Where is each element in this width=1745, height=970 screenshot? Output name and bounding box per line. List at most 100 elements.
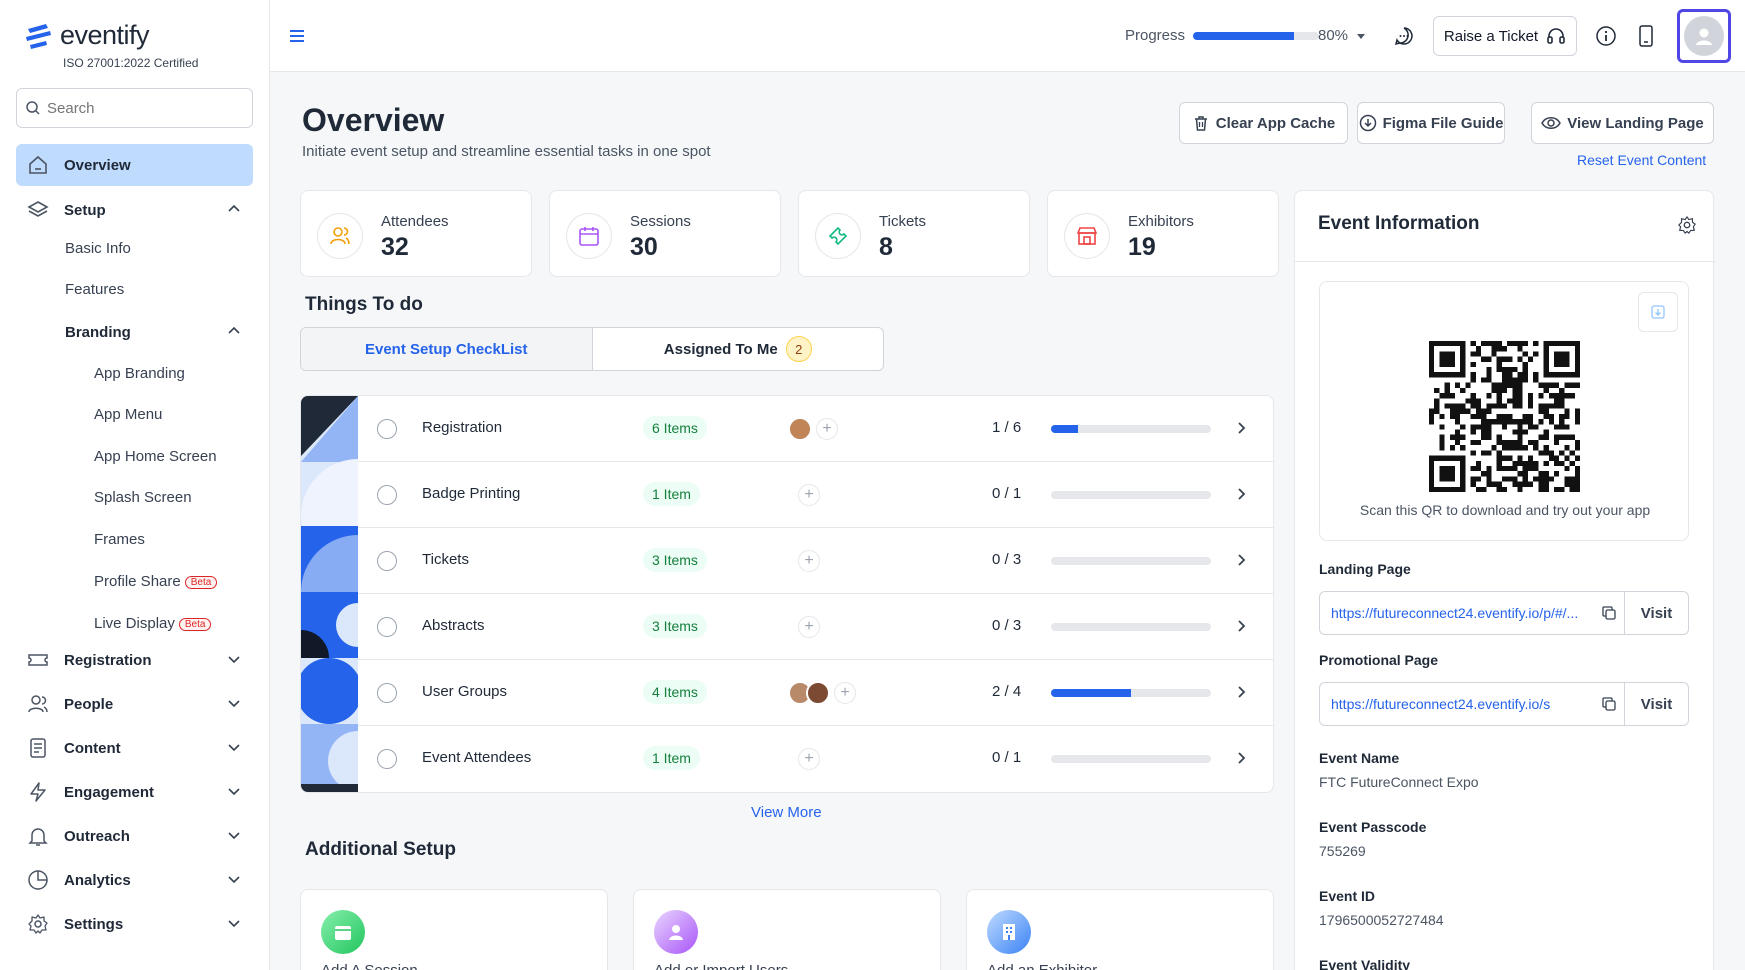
sidebar-sub-branding[interactable]: Branding <box>65 324 131 341</box>
sidebar-item-people[interactable]: People <box>16 683 253 725</box>
landing-page-label: Landing Page <box>1319 561 1411 577</box>
stat-card-sessions[interactable]: Sessions 30 <box>549 190 781 277</box>
row-progress-bar <box>1051 425 1211 433</box>
hamburger-menu-icon[interactable] <box>288 27 306 45</box>
sidebar-sub-frames[interactable]: Frames <box>94 531 145 548</box>
checklist-row-abstracts[interactable]: Abstracts 3 Items + 0 / 3 <box>358 594 1273 660</box>
progress-fraction: 0 / 3 <box>992 551 1022 568</box>
sidebar-sub-profile-share[interactable]: Profile Share Beta <box>94 573 218 590</box>
search-box[interactable] <box>16 88 253 128</box>
row-radio[interactable] <box>377 485 397 505</box>
visit-promotional-button[interactable]: Visit <box>1624 682 1688 726</box>
add-assignee-icon[interactable]: + <box>798 748 820 770</box>
tab-assigned-to-me[interactable]: Assigned To Me 2 <box>593 328 884 370</box>
stat-card-attendees[interactable]: Attendees 32 <box>300 190 532 277</box>
brand-logo[interactable]: eventify <box>24 20 150 51</box>
download-circle-icon <box>1359 114 1376 132</box>
sidebar-item-outreach[interactable]: Outreach <box>16 815 253 857</box>
sidebar-item-overview[interactable]: Overview <box>16 144 253 186</box>
chevron-right-icon[interactable] <box>1234 684 1250 700</box>
gear-icon[interactable] <box>1677 215 1697 235</box>
tab-event-setup-checklist[interactable]: Event Setup CheckList <box>301 328 593 370</box>
row-progress-bar <box>1051 623 1211 631</box>
stat-card-tickets[interactable]: Tickets 8 <box>798 190 1030 277</box>
sidebar-sub-app-menu[interactable]: App Menu <box>94 406 163 423</box>
reset-event-content-link[interactable]: Reset Event Content <box>1577 152 1707 168</box>
sidebar-sub-live-display[interactable]: Live Display Beta <box>94 615 212 632</box>
chevron-right-icon[interactable] <box>1234 618 1250 634</box>
row-progress-fill <box>1051 689 1131 697</box>
chevron-up-icon <box>228 326 240 334</box>
sidebar-item-setup[interactable]: Setup <box>16 189 253 231</box>
add-import-users-card[interactable]: Add or Import Users <box>633 889 941 970</box>
qr-code-image <box>1429 341 1580 492</box>
page-subtitle: Initiate event setup and streamline esse… <box>302 143 711 160</box>
sidebar-item-analytics[interactable]: Analytics <box>16 859 253 901</box>
row-title: User Groups <box>422 683 508 700</box>
copy-icon[interactable] <box>1594 697 1624 711</box>
view-more-link[interactable]: View More <box>751 804 822 821</box>
figma-file-guide-button[interactable]: Figma File Guide <box>1357 102 1505 144</box>
checklist-row-user-groups[interactable]: User Groups 4 Items + 2 / 4 <box>358 660 1273 726</box>
sidebar-item-registration[interactable]: Registration <box>16 639 253 681</box>
clear-app-cache-button[interactable]: Clear App Cache <box>1179 102 1348 144</box>
add-assignee-icon[interactable]: + <box>798 616 820 638</box>
row-radio[interactable] <box>377 683 397 703</box>
add-assignee-icon[interactable]: + <box>798 550 820 572</box>
sidebar-sub-splash-screen[interactable]: Splash Screen <box>94 489 192 506</box>
qr-modules <box>1429 341 1580 492</box>
assignees: + <box>788 548 820 574</box>
sidebar-sub-app-home-screen[interactable]: App Home Screen <box>94 448 217 465</box>
promotional-page-label: Promotional Page <box>1319 652 1439 668</box>
event-id-value: 1796500052727484 <box>1319 912 1444 928</box>
tab-label: Assigned To Me <box>663 340 778 358</box>
chevron-right-icon[interactable] <box>1234 552 1250 568</box>
sidebar-item-engagement[interactable]: Engagement <box>16 771 253 813</box>
sidebar-sub-basic-info[interactable]: Basic Info <box>65 240 131 257</box>
chevron-right-icon[interactable] <box>1234 750 1250 766</box>
stat-label: Exhibitors <box>1128 213 1194 230</box>
sidebar-sub-app-branding[interactable]: App Branding <box>94 365 185 382</box>
event-validity-label: Event Validity <box>1319 957 1411 970</box>
chevron-right-icon[interactable] <box>1234 486 1250 502</box>
sidebar-item-label: Setup <box>64 201 106 219</box>
chevron-down-icon <box>228 920 240 928</box>
user-avatar-button[interactable] <box>1677 9 1731 63</box>
view-landing-page-button[interactable]: View Landing Page <box>1531 102 1714 144</box>
eventify-logo-icon <box>26 23 51 49</box>
add-assignee-icon[interactable]: + <box>834 682 856 704</box>
promotional-page-url[interactable]: https://futureconnect24.eventify.io/s <box>1331 696 1551 712</box>
row-radio[interactable] <box>377 617 397 637</box>
row-radio[interactable] <box>377 749 397 769</box>
sidebar-sub-features[interactable]: Features <box>65 281 125 298</box>
add-assignee-icon[interactable]: + <box>816 418 838 440</box>
add-exhibitor-card[interactable]: Add an Exhibitor <box>966 889 1274 970</box>
mobile-device-icon[interactable] <box>1634 24 1658 48</box>
setup-checklist: Registration 6 Items + 1 / 6 Badge Print… <box>300 395 1274 793</box>
info-icon[interactable] <box>1594 24 1618 48</box>
add-assignee-icon[interactable]: + <box>798 484 820 506</box>
landing-page-url[interactable]: https://futureconnect24.eventify.io/p/#/… <box>1331 605 1579 621</box>
caret-down-icon[interactable] <box>1355 30 1367 42</box>
checklist-row-badge-printing[interactable]: Badge Printing 1 Item + 0 / 1 <box>358 462 1273 528</box>
visit-landing-button[interactable]: Visit <box>1624 591 1688 635</box>
row-radio[interactable] <box>377 419 397 439</box>
search-input[interactable] <box>47 99 237 117</box>
checklist-row-event-attendees[interactable]: Event Attendees 1 Item + 0 / 1 <box>358 726 1273 792</box>
checklist-row-tickets[interactable]: Tickets 3 Items + 0 / 3 <box>358 528 1273 594</box>
row-progress-bar <box>1051 755 1211 763</box>
bolt-icon <box>26 780 50 804</box>
chevron-right-icon[interactable] <box>1234 420 1250 436</box>
eye-icon <box>1541 117 1562 129</box>
add-session-card[interactable]: Add A Session <box>300 889 608 970</box>
copy-icon[interactable] <box>1594 606 1624 620</box>
stat-card-exhibitors[interactable]: Exhibitors 19 <box>1047 190 1279 277</box>
event-id-label: Event ID <box>1319 888 1376 904</box>
row-radio[interactable] <box>377 551 397 571</box>
checklist-row-registration[interactable]: Registration 6 Items + 1 / 6 <box>358 396 1273 462</box>
sidebar-item-content[interactable]: Content <box>16 727 253 769</box>
download-qr-button[interactable] <box>1638 292 1678 332</box>
sidebar-item-settings[interactable]: Settings <box>16 903 253 945</box>
chat-icon[interactable] <box>1392 24 1416 48</box>
raise-ticket-button[interactable]: Raise a Ticket <box>1433 16 1577 56</box>
